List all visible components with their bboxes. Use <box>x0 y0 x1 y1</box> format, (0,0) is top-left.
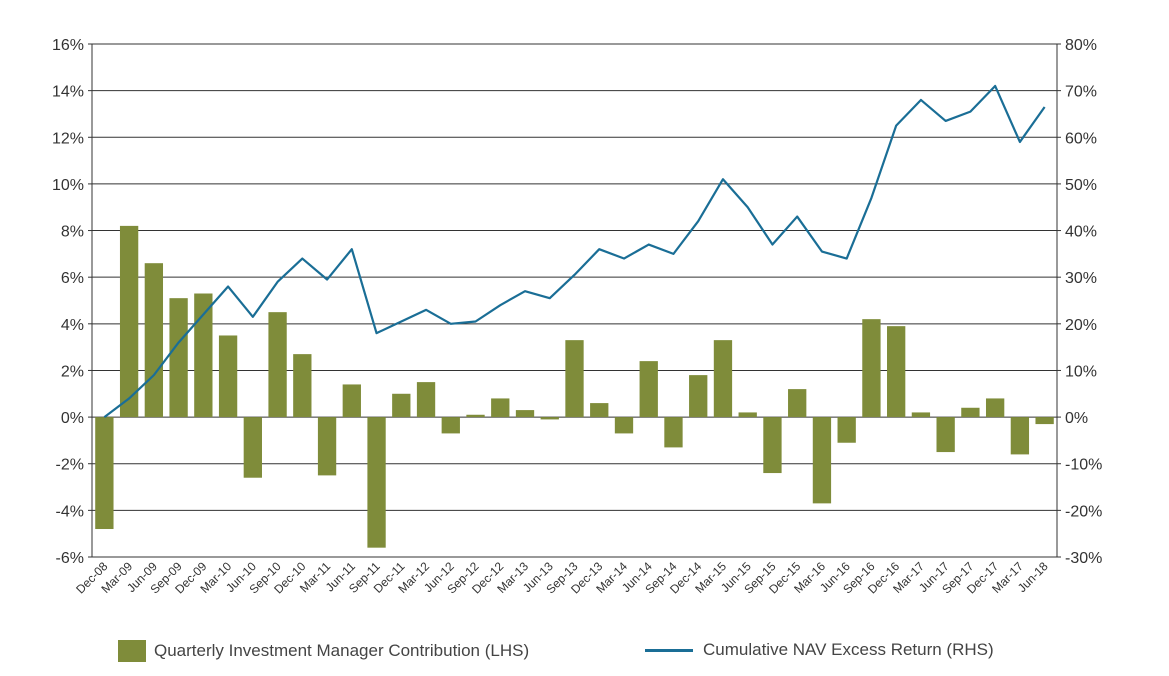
bar <box>218 335 238 418</box>
left-tick-label: 4% <box>61 317 84 334</box>
bar <box>392 393 411 418</box>
bar <box>565 340 584 418</box>
right-tick-label: 50% <box>1065 177 1097 194</box>
bar <box>614 417 634 434</box>
legend-bar-label: Quarterly Investment Manager Contributio… <box>154 641 530 660</box>
legend-line-label: Cumulative NAV Excess Return (RHS) <box>703 640 994 659</box>
bar <box>243 417 262 478</box>
bar <box>788 389 807 418</box>
right-axis-labels: -30% -20% -10% 0% 10% 20% 30% 40% 50% 60% 70% 80% <box>1065 37 1102 567</box>
right-tick-label: -10% <box>1065 457 1102 474</box>
gridlines <box>88 43 1061 558</box>
bar <box>119 225 139 418</box>
right-tick-label: 20% <box>1065 317 1097 334</box>
left-tick-label: 2% <box>61 363 84 380</box>
legend-line-entry: Cumulative NAV Excess Return (RHS) <box>645 640 994 660</box>
bar <box>664 417 683 448</box>
right-tick-label: 10% <box>1065 363 1097 380</box>
right-tick-label: 60% <box>1065 130 1097 147</box>
right-tick-label: 0% <box>1065 410 1088 427</box>
left-tick-label: 14% <box>52 84 84 101</box>
bar <box>342 384 361 418</box>
left-tick-label: 16% <box>52 37 84 54</box>
right-tick-label: -20% <box>1065 503 1102 520</box>
bar <box>713 340 733 418</box>
bar <box>515 410 535 418</box>
bar <box>961 407 980 418</box>
bar <box>441 417 460 434</box>
left-tick-label: -6% <box>56 550 84 567</box>
bar <box>144 263 164 418</box>
right-tick-label: 30% <box>1065 270 1097 287</box>
bar <box>491 398 510 418</box>
right-tick-label: 70% <box>1065 84 1097 101</box>
bar <box>911 412 931 418</box>
right-tick-label: -30% <box>1065 550 1102 567</box>
bar <box>466 414 485 418</box>
x-axis-labels: Dec-08Mar-09Jun-09Sep-09Dec-09Mar-10Jun-… <box>73 559 1051 596</box>
bar <box>763 417 782 474</box>
bar <box>837 417 856 443</box>
left-tick-label: 0% <box>61 410 84 427</box>
bar <box>1010 417 1030 455</box>
left-tick-label: 10% <box>52 177 84 194</box>
legend-bar-swatch <box>118 640 146 662</box>
bar <box>416 382 436 418</box>
bar <box>812 417 832 504</box>
bar <box>590 403 609 418</box>
chart-canvas: -6% -4% -2% 0% 2% 4% 6% 8% 10% 12% 14% 16% -30% -20%… <box>52 37 1102 596</box>
bar <box>738 412 757 418</box>
bar <box>862 319 881 418</box>
left-tick-label: -4% <box>56 503 84 520</box>
bar <box>936 417 955 453</box>
bar <box>268 312 287 418</box>
legend-line-swatch <box>645 648 693 652</box>
right-tick-label: 40% <box>1065 224 1097 241</box>
bar <box>540 417 559 420</box>
bar <box>639 361 658 418</box>
left-tick-label: 6% <box>61 270 84 287</box>
bar <box>95 417 114 530</box>
bar <box>367 417 386 548</box>
left-tick-label: 8% <box>61 224 84 241</box>
bar <box>689 375 708 418</box>
left-tick-label: -2% <box>56 457 84 474</box>
bar <box>985 398 1005 418</box>
bar <box>317 417 337 476</box>
bar-series <box>95 225 1054 548</box>
line-series <box>103 84 1046 418</box>
bar <box>194 293 213 418</box>
bar <box>887 326 906 418</box>
legend-bar-entry: Quarterly Investment Manager Contributio… <box>118 640 529 662</box>
bar <box>293 354 312 418</box>
left-tick-label: 12% <box>52 130 84 147</box>
bar <box>1035 417 1054 425</box>
left-axis-labels: -6% -4% -2% 0% 2% 4% 6% 8% 10% 12% 14% 16% <box>52 37 84 567</box>
right-tick-label: 80% <box>1065 37 1097 54</box>
bar <box>169 298 188 418</box>
